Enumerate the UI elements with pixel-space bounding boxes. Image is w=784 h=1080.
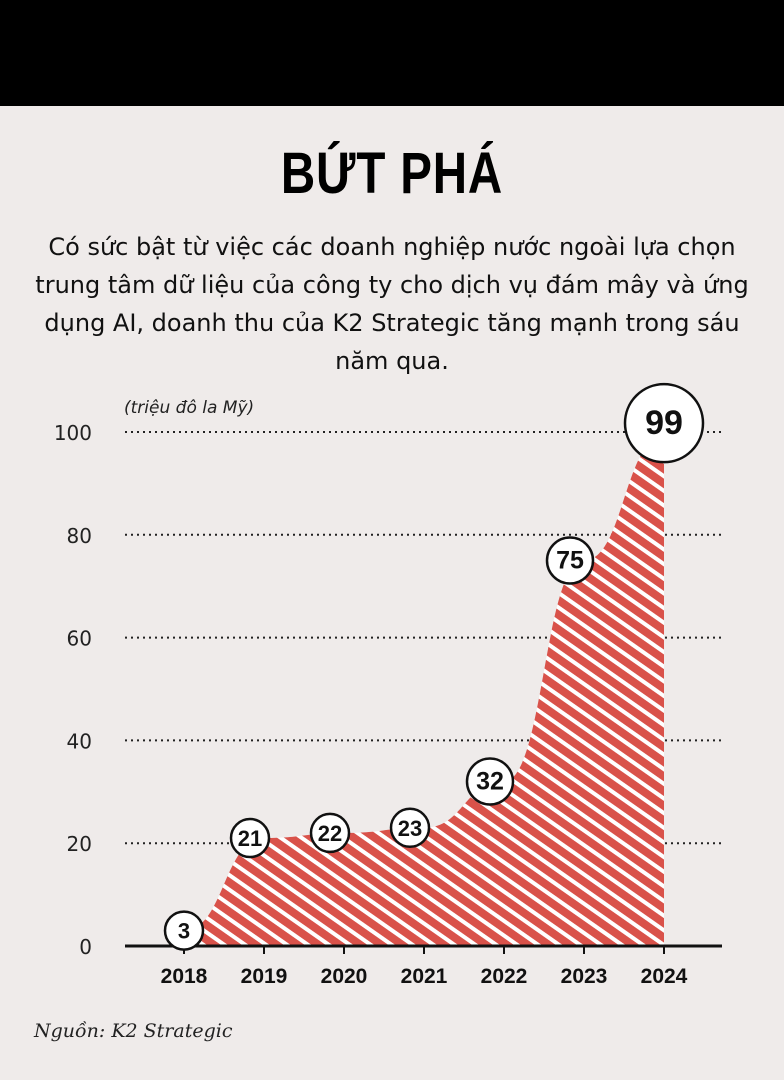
data-label: 3 <box>178 919 190 944</box>
x-tick-label: 2023 <box>561 965 608 988</box>
y-tick-label: 80 <box>67 524 92 548</box>
data-label: 21 <box>238 826 262 851</box>
data-label: 99 <box>645 404 683 442</box>
data-bubble-circle <box>163 910 205 951</box>
data-bubble-circle <box>623 382 705 464</box>
y-tick-label: 60 <box>67 627 92 651</box>
x-tick-label: 2018 <box>161 965 208 988</box>
x-tick-label: 2020 <box>321 965 368 988</box>
chart-title: BỨT PHÁ <box>280 141 504 206</box>
y-tick-label: 0 <box>79 935 92 959</box>
x-tick-label: 2024 <box>641 965 688 988</box>
x-tick-label: 2019 <box>241 965 288 988</box>
data-label: 23 <box>398 816 422 841</box>
source-note: Nguồn: K2 Strategic <box>34 1020 233 1042</box>
data-label: 22 <box>318 821 342 846</box>
data-bubble: 32 <box>465 757 515 806</box>
data-bubble: 3 <box>163 910 205 951</box>
data-bubble: 21 <box>229 817 271 859</box>
top-bar <box>0 0 784 106</box>
y-tick-label: 20 <box>67 832 92 856</box>
data-bubble: 23 <box>389 807 431 849</box>
y-unit-label: (triệu đô la Mỹ) <box>124 398 254 418</box>
data-bubble: 99 <box>623 382 705 464</box>
data-bubble-circle <box>389 807 431 849</box>
revenue-area-chart: (triệu đô la Mỹ) 0 20 40 60 80 100 2018 2019 202… <box>54 382 722 988</box>
y-tick-label: 100 <box>54 421 92 445</box>
data-label: 75 <box>556 547 584 575</box>
x-tick-label: 2021 <box>401 965 448 988</box>
data-bubble: 75 <box>545 536 595 585</box>
data-bubble-circle <box>229 817 271 859</box>
data-bubble-circle <box>545 536 595 585</box>
data-bubble-circle <box>465 757 515 806</box>
revenue-area <box>184 437 664 946</box>
x-tick-label: 2022 <box>481 965 528 988</box>
data-label: 32 <box>476 768 504 796</box>
chart-subtitle: Có sức bật từ việc các doanh nghiệp nước… <box>35 233 749 375</box>
data-bubble: 22 <box>309 812 351 854</box>
y-tick-label: 40 <box>67 729 92 753</box>
data-bubble-circle <box>309 812 351 854</box>
